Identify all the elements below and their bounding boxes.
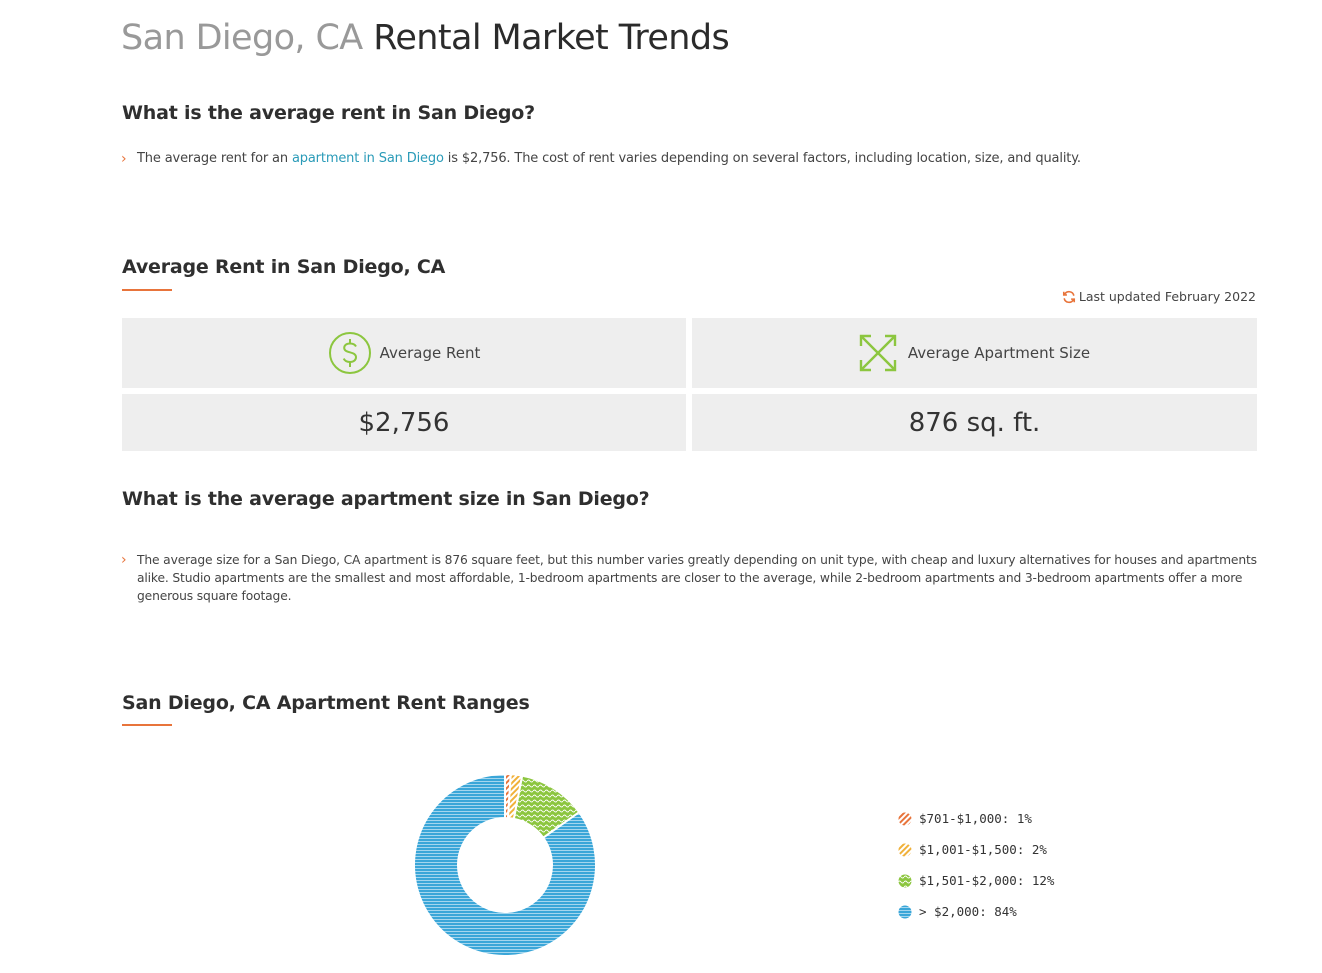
average-rent-question-heading: What is the average rent in San Diego? — [122, 102, 535, 124]
legend-swatch-icon — [898, 905, 912, 918]
apartment-size-paragraph: › The average size for a San Diego, CA a… — [121, 552, 1257, 603]
refresh-icon — [1062, 290, 1075, 303]
average-size-label-card: Average Apartment Size — [692, 318, 1257, 388]
apartment-size-question-heading: What is the average apartment size in Sa… — [122, 488, 650, 510]
average-rent-section-heading: Average Rent in San Diego, CA — [122, 256, 446, 278]
page-title-rest: Rental Market Trends — [373, 18, 730, 58]
legend-swatch-icon — [898, 812, 912, 825]
average-size-value: 876 sq. ft. — [908, 407, 1041, 438]
average-rent-label: Average Rent — [379, 344, 481, 362]
expand-arrows-icon — [859, 334, 897, 372]
average-rent-value-card: $2,756 — [122, 394, 686, 451]
legend-item: $1,001-$1,500: 2% — [898, 834, 1054, 865]
donut-slice — [413, 772, 597, 957]
chevron-right-icon: › — [121, 552, 127, 568]
average-rent-value: $2,756 — [358, 407, 450, 438]
chart-legend: $701-$1,000: 1% $1,001-$1,500: 2% $1,501… — [898, 803, 1054, 927]
average-rent-label-card: Average Rent — [122, 318, 686, 388]
apartment-in-san-diego-link[interactable]: apartment in San Diego — [291, 151, 444, 166]
chevron-right-icon: › — [121, 151, 127, 167]
legend-swatch-icon — [898, 843, 912, 856]
section-underline — [122, 289, 172, 291]
rent-ranges-section-heading: San Diego, CA Apartment Rent Ranges — [122, 692, 530, 714]
rent-ranges-donut-chart — [413, 772, 597, 957]
last-updated: Last updated February 2022 — [1062, 289, 1256, 304]
average-size-value-card: 876 sq. ft. — [692, 394, 1257, 451]
legend-item: $701-$1,000: 1% — [898, 803, 1054, 834]
page-title-location: San Diego, CA — [121, 18, 363, 58]
average-rent-paragraph: › The average rent for an apartment in S… — [121, 151, 1081, 167]
section-underline — [122, 724, 172, 726]
dollar-circle-icon — [328, 332, 371, 374]
average-size-label: Average Apartment Size — [907, 344, 1091, 362]
legend-item: $1,501-$2,000: 12% — [898, 865, 1054, 896]
page-title: San Diego, CA Rental Market Trends — [121, 18, 730, 58]
legend-item: > $2,000: 84% — [898, 896, 1054, 927]
legend-swatch-icon — [898, 874, 912, 887]
